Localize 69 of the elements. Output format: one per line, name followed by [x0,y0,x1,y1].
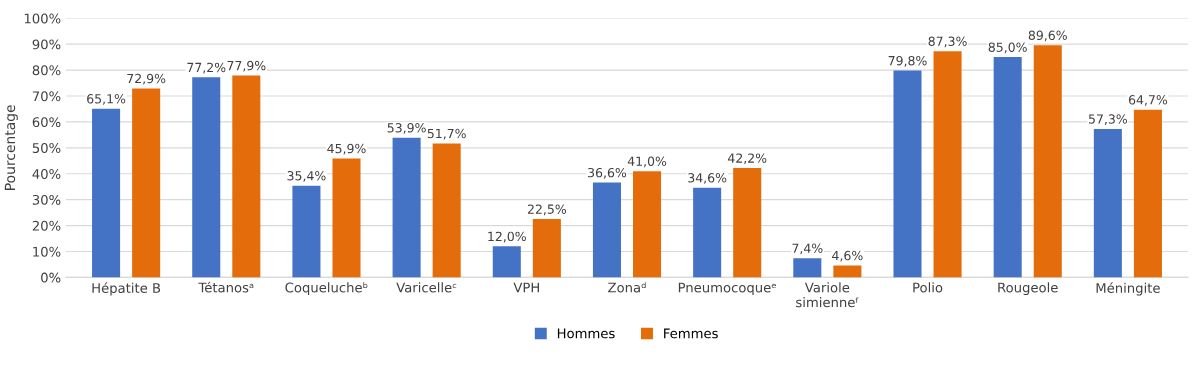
data-label: 51,7% [427,128,466,140]
bar [92,108,121,278]
bar [332,158,361,278]
data-label: 12,0% [488,231,526,243]
x-tick-label: Tétanosᵃ [198,281,254,293]
data-label: 42,2% [727,153,767,165]
bar [192,77,221,278]
data-label: 89,6% [1028,30,1067,42]
bar [132,88,161,278]
data-label: 4,6% [832,250,863,262]
x-tick-label: Pneumocoqueᵉ [678,282,776,296]
bar [793,258,822,278]
x-tick-label: Polio [913,282,943,293]
bar [592,182,621,278]
data-label: 36,6% [588,167,627,179]
data-label: 87,3% [928,36,967,48]
bar [833,265,862,278]
bar [492,246,521,278]
bar [633,171,662,278]
x-tick-label: Varicelleᶜ [396,282,457,293]
bar [1033,45,1062,278]
data-label: 7,4% [792,243,823,255]
data-label: 57,3% [1088,114,1128,125]
bar [933,51,962,278]
legend-label: Hommes [557,328,615,339]
data-label: 34,6% [688,173,727,184]
bar [432,143,461,278]
y-tick-label: 80% [32,65,61,76]
data-label: 64,7% [1128,95,1168,106]
x-tick-label: Rougeole [998,282,1058,296]
bar [392,137,421,278]
data-label: 77,2% [187,62,226,74]
x-tick-label: Variole simienneᶠ [796,282,859,308]
y-tick-label: 0% [41,272,61,283]
data-label: 72,9% [127,73,166,85]
data-label: 85,0% [988,42,1027,54]
x-tick-label: Coquelucheᵇ [285,282,368,296]
bar [1133,109,1162,278]
x-tick-label: Hépatite B [92,282,161,296]
data-label: 45,9% [327,143,366,155]
y-tick-label: 20% [32,220,61,231]
y-tick-label: 70% [32,91,61,102]
bar [733,168,762,278]
y-tick-label: 30% [32,194,61,205]
data-label: 53,9% [387,123,426,134]
x-tick-label: Méningite [1096,282,1160,296]
bar [893,70,922,278]
bar [1093,128,1122,278]
data-label: 77,9% [227,60,266,72]
y-axis-title: Pourcentage [4,105,18,190]
y-tick-label: 10% [33,246,61,257]
legend-label: Femmes [664,328,718,339]
y-tick-label: 50% [32,143,61,154]
y-tick-label: 90% [32,39,61,50]
bar [292,185,321,278]
bar [693,187,722,278]
bar [532,219,561,278]
x-tick-label: VPH [513,282,539,293]
bar [232,75,261,278]
x-tick-label: Zonaᵈ [608,282,646,293]
y-tick-label: 40% [32,168,61,179]
data-label: 65,1% [87,94,126,105]
data-label: 79,8% [888,55,927,67]
bar [993,57,1022,278]
data-label: 35,4% [287,171,326,182]
data-label: 22,5% [527,204,567,216]
y-tick-label: 60% [32,117,61,128]
y-tick-label: 100% [24,13,61,24]
data-label: 41,0% [627,156,667,168]
